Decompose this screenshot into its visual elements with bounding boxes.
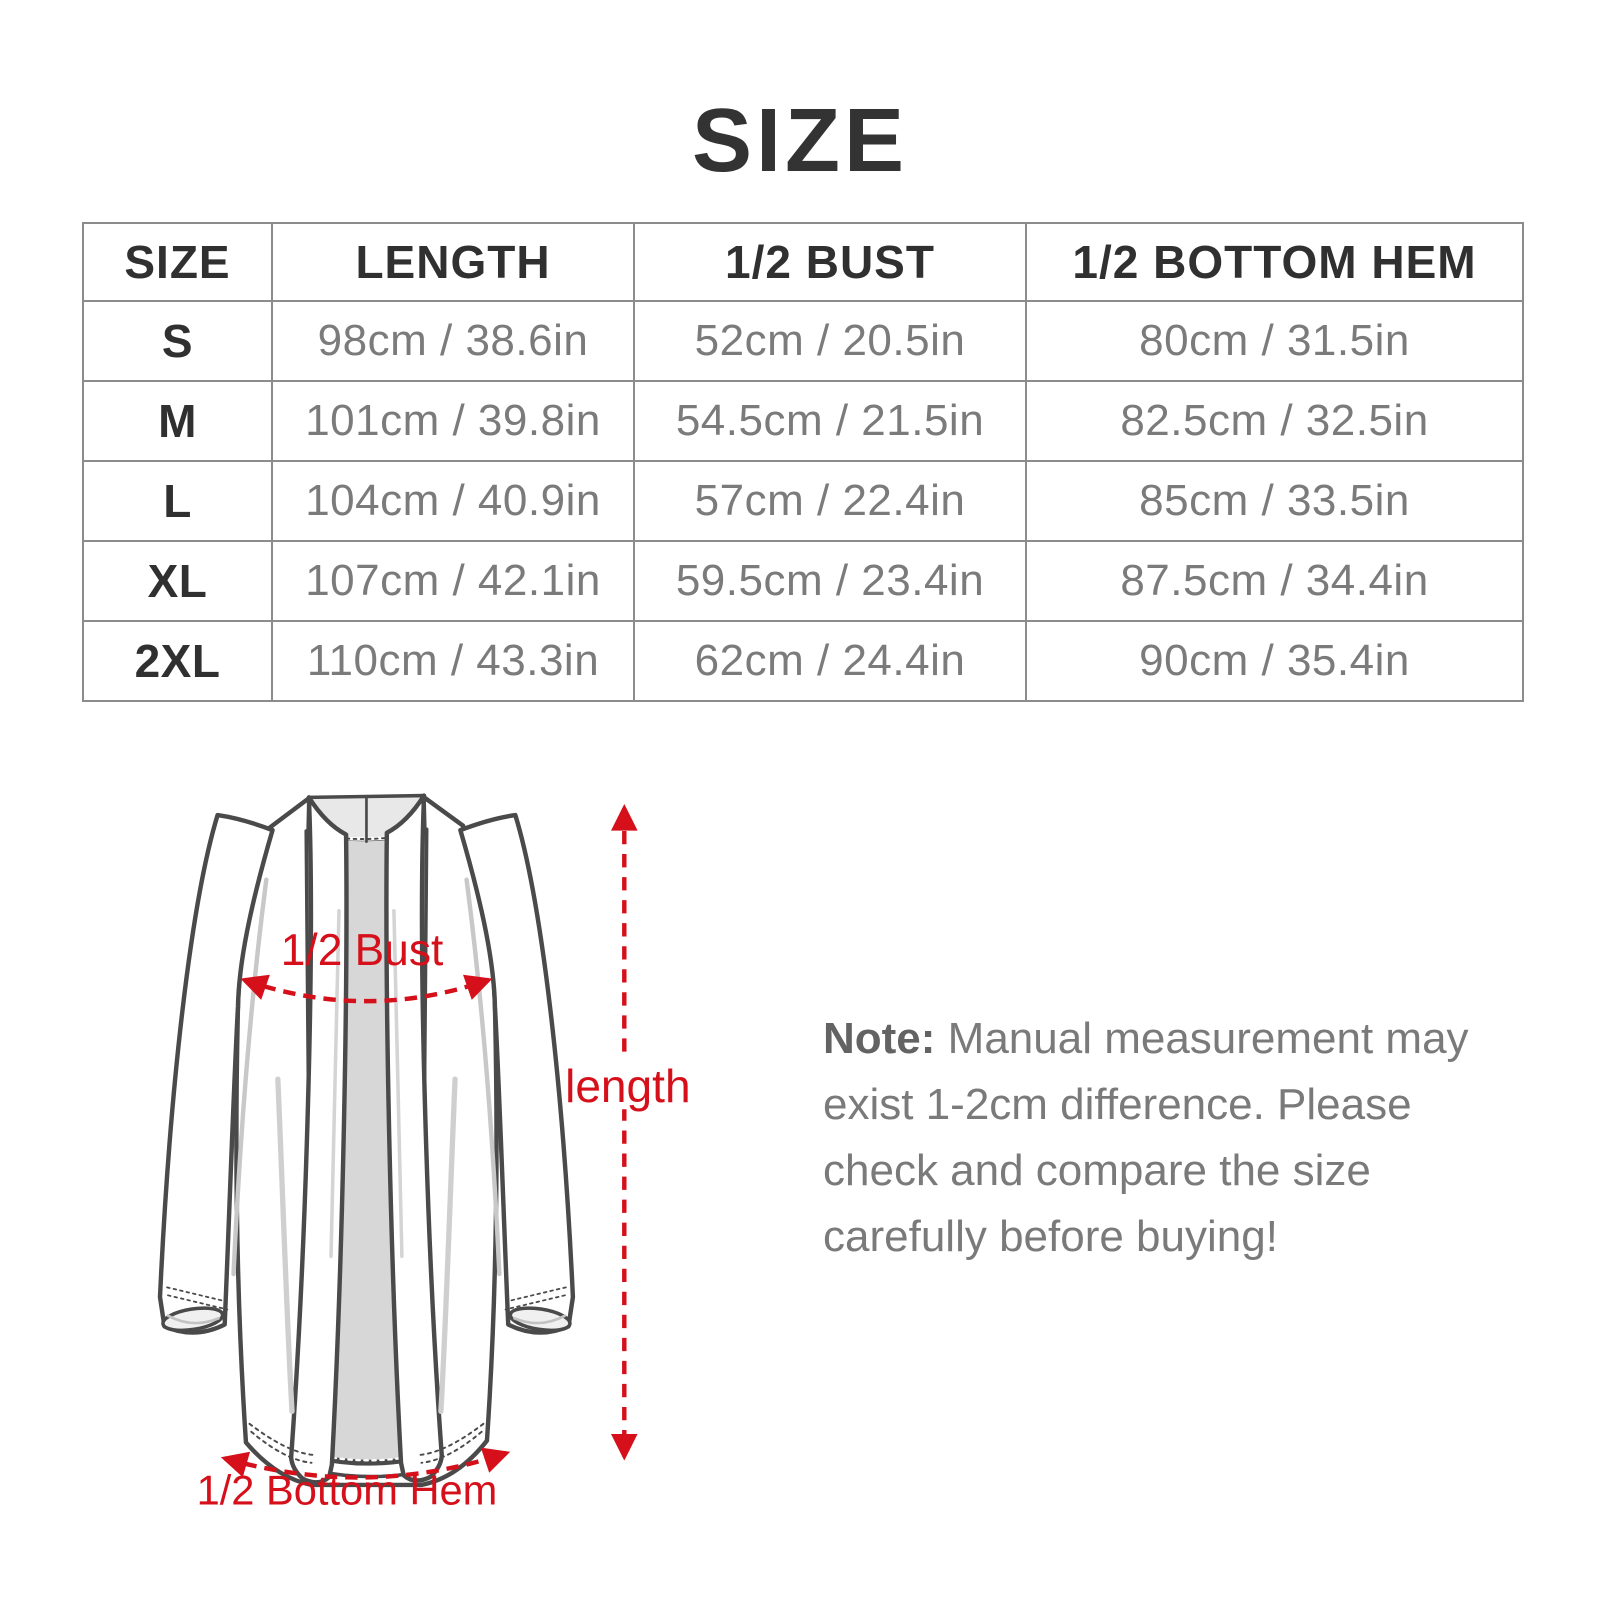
bust-value-cell: 62cm / 24.4in <box>633 620 1027 702</box>
bust-label: 1/2 Bust <box>281 926 444 975</box>
left-cuff-shade <box>166 1314 220 1325</box>
size-label-cell: S <box>82 300 273 382</box>
size-label-cell: L <box>82 460 273 542</box>
left-cuff-stitch <box>166 1286 229 1311</box>
right-placket <box>384 793 444 1483</box>
left-cuff-opening <box>161 1306 225 1333</box>
bottom_hem-value-cell: 85cm / 33.5in <box>1025 460 1524 542</box>
note-line-1: Note: Manual measurement may <box>823 1014 1469 1063</box>
bust-value-cell: 57cm / 22.4in <box>633 460 1027 542</box>
column-header-2: 1/2 BUST <box>633 222 1027 302</box>
table-row-M: M 101cm / 39.8in 54.5cm / 21.5in 82.5cm / 3… <box>82 380 1524 462</box>
length-value-cell: 104cm / 40.9in <box>271 460 635 542</box>
note-line-4: carefully before buying! <box>823 1212 1278 1261</box>
length-value-cell: 101cm / 39.8in <box>271 380 635 462</box>
bust-value-cell: 52cm / 20.5in <box>633 300 1027 382</box>
size-table-body: S 98cm / 38.6in 52cm / 20.5in 80cm / 31.5in… <box>82 300 1524 702</box>
size-table: SIZE LENGTH 1/2 BUST 1/2 BOTTOM HEM S 98cm /… <box>82 222 1524 702</box>
bottom-hem-arrow <box>220 1447 511 1480</box>
size-table-header: SIZE LENGTH 1/2 BUST 1/2 BOTTOM HEM <box>82 222 1524 302</box>
length-label-mask <box>568 1056 686 1110</box>
length-label: length <box>565 1060 691 1112</box>
bottom_hem-value-cell: 80cm / 31.5in <box>1025 300 1524 382</box>
bottom_hem-value-cell: 82.5cm / 32.5in <box>1025 380 1524 462</box>
table-row-2XL: 2XL 110cm / 43.3in 62cm / 24.4in 90cm / 35.… <box>82 620 1524 702</box>
bottom_hem-value-cell: 87.5cm / 34.4in <box>1025 540 1524 622</box>
table-row-L: L 104cm / 40.9in 57cm / 22.4in 85cm / 33.5i… <box>82 460 1524 542</box>
left-sleeve <box>157 812 275 1335</box>
bust-value-cell: 54.5cm / 21.5in <box>633 380 1027 462</box>
length-value-cell: 110cm / 43.3in <box>271 620 635 702</box>
column-header-1: LENGTH <box>271 222 635 302</box>
size-label-cell: M <box>82 380 273 462</box>
note-line-3: check and compare the size <box>823 1146 1371 1195</box>
bottom-hem-label: 1/2 Bottom Hem <box>197 1466 498 1513</box>
length-value-cell: 107cm / 42.1in <box>271 540 635 622</box>
table-row-S: S 98cm / 38.6in 52cm / 20.5in 80cm / 31.5in <box>82 300 1524 382</box>
note-text: Note: Manual measurement may exist 1-2cm … <box>823 1006 1469 1270</box>
size-label-cell: 2XL <box>82 620 273 702</box>
bust-arrow <box>240 974 493 1004</box>
header-row: SIZE LENGTH 1/2 BUST 1/2 BOTTOM HEM <box>82 222 1524 302</box>
size-label-cell: XL <box>82 540 273 622</box>
garment-diagram: 1/2 Bust length 1/2 Bottom Hem <box>157 793 691 1513</box>
column-header-3: 1/2 BOTTOM HEM <box>1025 222 1524 302</box>
left-placket <box>288 795 349 1485</box>
right-sleeve <box>458 812 576 1335</box>
measurement-annotations: 1/2 Bust length 1/2 Bottom Hem <box>197 803 691 1513</box>
note-prefix: Note: <box>823 1014 936 1063</box>
cardigan-drawing <box>157 793 576 1488</box>
page-title: SIZE <box>691 91 909 191</box>
right-cuff-stitch <box>504 1286 567 1311</box>
note-line-2: exist 1-2cm difference. Please <box>823 1080 1412 1129</box>
column-header-0: SIZE <box>82 222 273 302</box>
right-cuff-opening <box>508 1306 572 1333</box>
length-value-cell: 98cm / 38.6in <box>271 300 635 382</box>
bust-value-cell: 59.5cm / 23.4in <box>633 540 1027 622</box>
table-row-XL: XL 107cm / 42.1in 59.5cm / 23.4in 87.5cm / … <box>82 540 1524 622</box>
fabric-creases <box>231 877 502 1415</box>
bottom_hem-value-cell: 90cm / 35.4in <box>1025 620 1524 702</box>
right-cuff-shade <box>513 1314 567 1325</box>
